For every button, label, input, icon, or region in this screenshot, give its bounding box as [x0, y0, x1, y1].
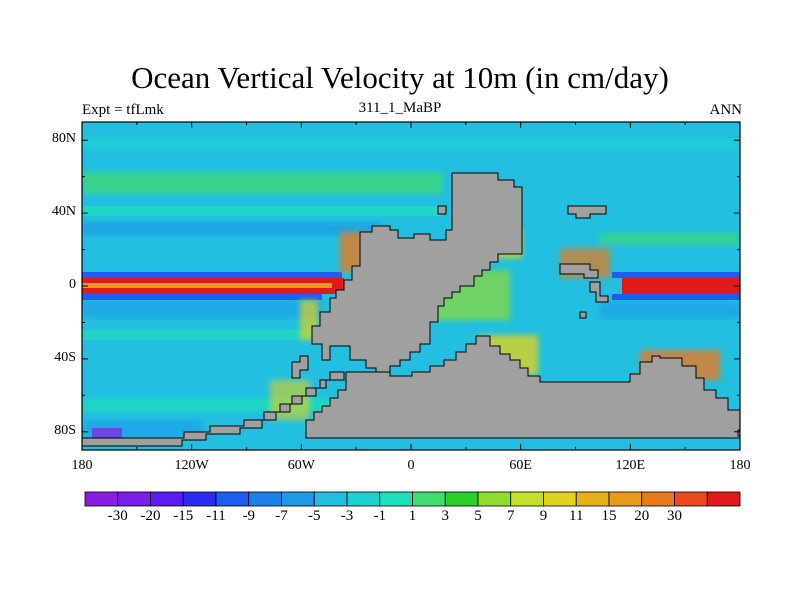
equator-downwelling-north: [82, 272, 342, 278]
colorbar-swatch: [281, 491, 315, 507]
colorbar-swatch: [84, 491, 119, 507]
colorbar-label: 11: [569, 508, 584, 524]
x-tick-label: 180: [729, 458, 751, 473]
equator-downwelling-south: [82, 294, 322, 300]
land-east-island-north: [567, 205, 607, 219]
equatorial-upwelling-east: [622, 278, 740, 294]
colorbar-label: 9: [539, 508, 548, 524]
colorbar-swatch: [215, 491, 250, 507]
x-tick-label: 180: [71, 458, 93, 473]
x-tick-label: 0: [407, 458, 415, 473]
axis-ticks: [81, 122, 741, 450]
colorbar-swatch: [641, 491, 675, 507]
colorbar-label: -30: [107, 508, 128, 524]
colorbar-swatch: [706, 491, 741, 507]
ocean-field: [82, 122, 740, 450]
colorbar-swatch: [313, 491, 348, 507]
north-upwelling-band: [82, 172, 442, 194]
x-tick-label: 60W: [287, 458, 315, 473]
equator-downwelling-east-s: [612, 294, 740, 300]
colorbar-label: -1: [373, 508, 387, 524]
land-antarctic-peninsula: [82, 371, 345, 447]
experiment-label: Expt = tfLmk: [82, 102, 164, 118]
y-tick-label: 80N: [51, 131, 76, 147]
colorbar-swatch: [346, 491, 381, 507]
colorbar-swatch: [150, 491, 184, 507]
subtropic-downwelling-south: [82, 300, 322, 318]
equatorial-upwelling-core: [82, 283, 332, 288]
y-tick-label: 40S: [54, 349, 76, 365]
colorbar-swatch: [248, 491, 282, 507]
colorbar-label: -15: [173, 508, 194, 524]
time-period-label: 311_1_MaBP: [358, 100, 442, 116]
colorbar-label: 3: [441, 508, 450, 524]
east-south-band: [600, 302, 740, 318]
y-tick-label: 80S: [54, 422, 76, 438]
antarctic-downwelling: [92, 428, 122, 438]
subtropic-downwelling-north: [82, 222, 382, 236]
colorbar-swatch: [444, 491, 479, 507]
colorbar-label: 30: [667, 508, 682, 524]
x-tick-label: 60E: [509, 458, 532, 473]
x-tick-label: 120W: [174, 458, 209, 473]
colorbar-swatch: [575, 491, 610, 507]
colorbar-label: 5: [474, 508, 482, 524]
arctic-band: [82, 138, 740, 150]
y-tick-label: 0: [69, 277, 76, 292]
colorbar-label: -3: [340, 508, 354, 524]
equator-downwelling-east-n: [612, 272, 740, 278]
north-mid-band: [82, 206, 442, 216]
colorbar-label: -11: [206, 508, 226, 524]
colorbar: [84, 491, 741, 507]
colorbar-swatch: [543, 491, 577, 507]
land-western-peninsula-tip: [291, 355, 309, 379]
colorbar-label: 7: [507, 508, 515, 524]
coastal-upwelling-south-pacific: [270, 380, 310, 420]
colorbar-swatch: [379, 491, 413, 507]
south-mid-band: [82, 330, 322, 340]
land-east-island-mid: [559, 263, 599, 279]
colorbar-swatch: [477, 491, 512, 507]
colorbar-label: -9: [242, 508, 256, 524]
colorbar-label: 15: [601, 508, 617, 524]
colorbar-label: -20: [140, 508, 161, 524]
colorbar-swatch: [510, 491, 544, 507]
colorbar-label: 1: [408, 508, 417, 524]
colorbar-label: -7: [275, 508, 288, 524]
season-label: ANN: [709, 102, 743, 118]
y-tick-label: 40N: [51, 204, 76, 220]
colorbar-swatch: [117, 491, 151, 507]
colorbar-swatch: [182, 491, 217, 507]
colorbar-swatch: [412, 491, 446, 507]
colorbar-swatch: [674, 491, 708, 507]
colorbar-swatch: [608, 491, 643, 507]
east-north-band: [600, 232, 740, 246]
land-mask: [82, 172, 740, 447]
land-east-island-small-1: [589, 281, 609, 303]
land-east-island-small-3: [437, 205, 447, 215]
land-east-island-small-2: [579, 311, 587, 319]
x-tick-label: 120E: [615, 458, 646, 473]
land-southern-continent: [305, 335, 740, 439]
map-title: Ocean Vertical Velocity at 10m (in cm/da…: [131, 60, 669, 95]
colorbar-label: -5: [308, 508, 321, 524]
colorbar-label: 20: [634, 508, 650, 524]
land-northern-continent: [311, 172, 523, 376]
